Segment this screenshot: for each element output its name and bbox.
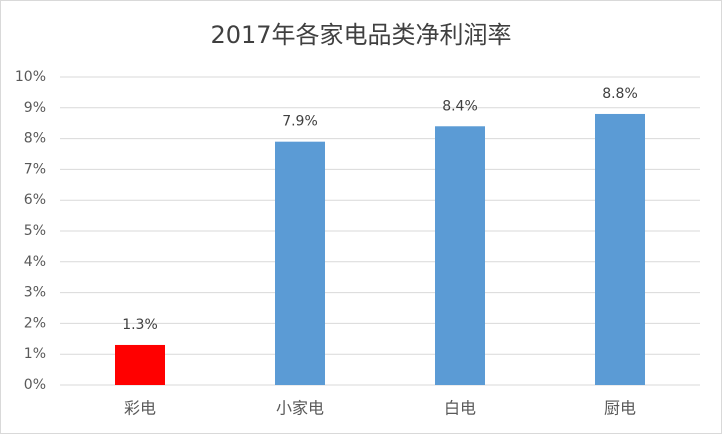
chart-title: 2017年各家电品类净利润率 (210, 21, 511, 49)
y-tick-label: 6% (24, 192, 46, 208)
y-tick-label: 9% (24, 100, 46, 116)
x-tick-label: 彩电 (124, 399, 156, 418)
y-tick-label: 10% (15, 69, 46, 85)
bar (595, 113, 645, 386)
x-tick-label: 白电 (444, 399, 476, 418)
y-tick-label: 8% (24, 131, 46, 147)
y-tick-label: 2% (24, 315, 46, 331)
y-tick-label: 1% (24, 346, 46, 362)
value-label: 7.9% (282, 114, 318, 130)
y-tick-label: 7% (24, 161, 46, 177)
x-tick-label: 小家电 (276, 399, 324, 418)
value-label: 1.3% (122, 317, 158, 333)
value-label: 8.8% (602, 86, 638, 102)
y-tick-label: 4% (24, 254, 46, 270)
bar (435, 126, 485, 385)
y-tick-label: 3% (24, 285, 46, 301)
bar (275, 141, 325, 385)
y-tick-label: 5% (24, 223, 46, 239)
y-tick-label: 0% (24, 377, 46, 393)
x-tick-label: 厨电 (604, 399, 636, 418)
value-label: 8.4% (442, 98, 478, 114)
bar (115, 344, 165, 385)
